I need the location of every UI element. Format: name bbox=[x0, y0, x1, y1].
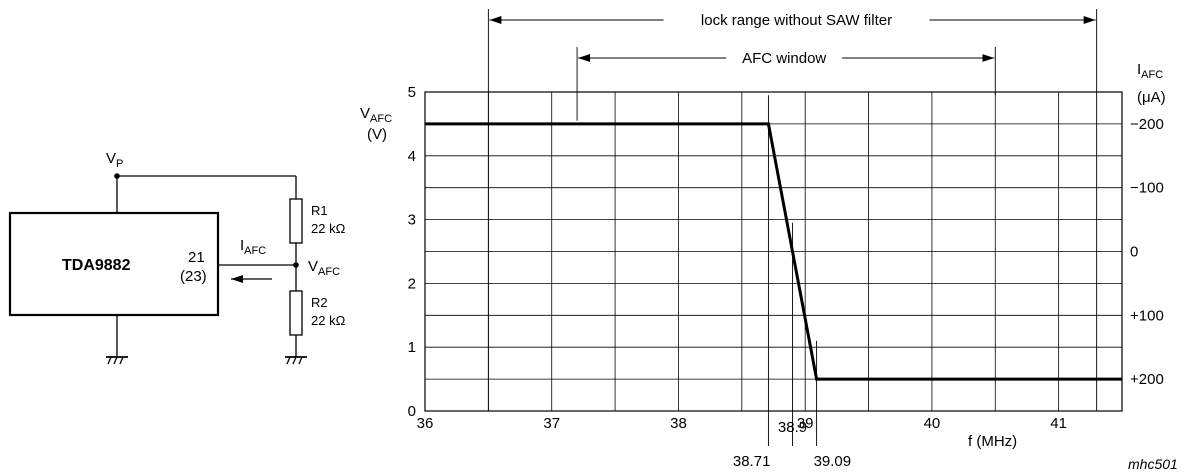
ground-hatch bbox=[298, 356, 303, 365]
ic-name: TDA9882 bbox=[62, 257, 131, 274]
r1-value: 22 kΩ bbox=[311, 221, 346, 236]
series-line bbox=[425, 122, 1122, 381]
right-tick-label: 0 bbox=[1130, 244, 1138, 261]
x-tick-label: 37 bbox=[543, 415, 560, 432]
plot-area: 0 1 2 3 4 5 36 37 38 39 40 41 −200 −100 0 +100 +200 38.71… bbox=[408, 9, 1164, 470]
y-tick-label: 0 bbox=[408, 403, 416, 420]
r2-resistor bbox=[289, 290, 303, 336]
range-label: lock range without SAW filter bbox=[701, 12, 892, 29]
right-tick-label: +100 bbox=[1130, 307, 1164, 324]
circuit-schematic bbox=[8, 175, 307, 365]
supply-label: VP bbox=[106, 150, 123, 170]
x-tick-label: 38 bbox=[670, 415, 687, 432]
ground-hatch bbox=[113, 356, 118, 365]
x-axis-label: f (MHz) bbox=[968, 433, 1017, 450]
y-axis-label: VAFC bbox=[360, 105, 392, 125]
node-label: VAFC bbox=[308, 258, 340, 278]
x-tick-label: 36 bbox=[417, 415, 434, 432]
ic-box bbox=[8, 211, 220, 317]
right-axis-unit: (μA) bbox=[1137, 89, 1166, 106]
pin-number: 21 bbox=[188, 249, 205, 266]
x-tick-label: 39 bbox=[797, 415, 814, 432]
y-axis-unit: (V) bbox=[367, 126, 387, 143]
ground-hatch bbox=[107, 356, 112, 365]
figure-code: mhc501 bbox=[1128, 456, 1178, 472]
y-tick-label: 2 bbox=[408, 275, 416, 292]
right-tick-label: +200 bbox=[1130, 371, 1164, 388]
y-tick-label: 4 bbox=[408, 148, 416, 165]
ground-hatch bbox=[119, 356, 124, 365]
y-tick-label: 1 bbox=[408, 339, 416, 356]
afc-node-dot bbox=[293, 262, 299, 268]
marker-label: 39.09 bbox=[814, 453, 852, 470]
r1-name: R1 bbox=[311, 203, 328, 218]
x-tick-label: 41 bbox=[1050, 415, 1067, 432]
r1-resistor bbox=[289, 198, 303, 244]
plot-frame bbox=[424, 91, 1123, 412]
right-tick-label: −200 bbox=[1130, 116, 1164, 133]
range-label: AFC window bbox=[742, 50, 826, 67]
y-tick-label: 3 bbox=[408, 212, 416, 229]
current-label: IAFC bbox=[240, 237, 266, 257]
marker-label: 38.9 bbox=[778, 419, 807, 436]
r2-value: 22 kΩ bbox=[311, 313, 346, 328]
r2-name: R2 bbox=[311, 295, 328, 310]
marker-label: 38.71 bbox=[733, 453, 771, 470]
ground-hatch bbox=[292, 356, 297, 365]
right-axis-label: IAFC bbox=[1137, 61, 1163, 81]
right-tick-label: −100 bbox=[1130, 180, 1164, 197]
supply-node-dot bbox=[114, 173, 120, 179]
pin-alt-number: (23) bbox=[180, 268, 207, 285]
y-tick-label: 5 bbox=[408, 84, 416, 101]
x-tick-label: 40 bbox=[924, 415, 941, 432]
ground-hatch bbox=[286, 356, 291, 365]
